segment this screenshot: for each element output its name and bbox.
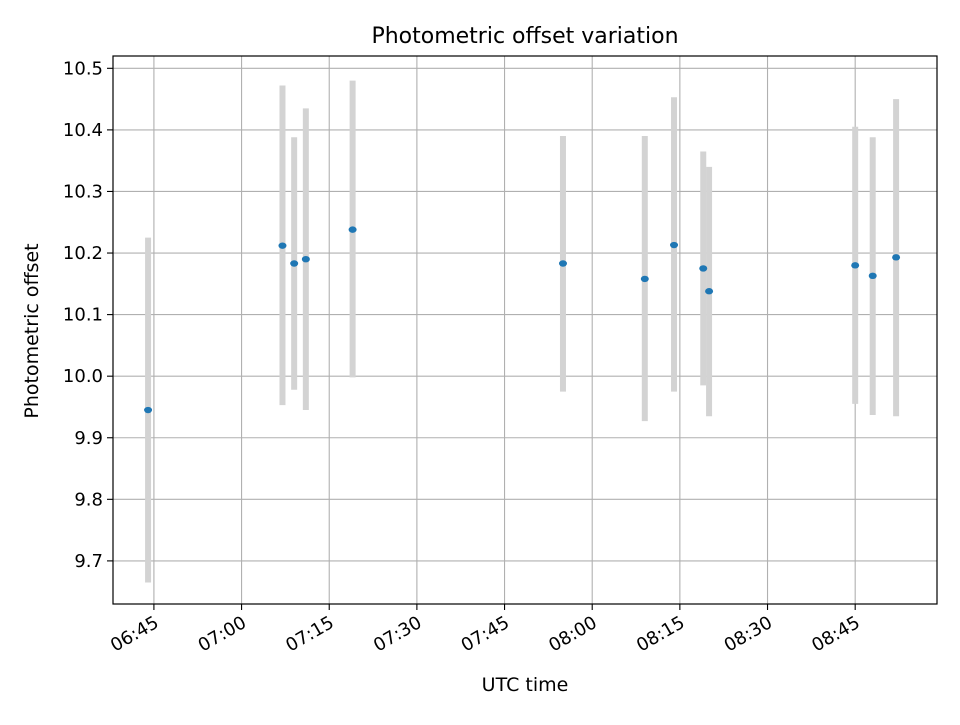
data-point xyxy=(705,288,714,295)
y-tick-label: 9.8 xyxy=(74,489,103,510)
grid xyxy=(113,56,937,604)
data-point xyxy=(670,241,679,249)
data-point xyxy=(278,242,287,249)
y-tick-label: 10.3 xyxy=(63,181,103,202)
y-tick-label: 9.9 xyxy=(74,428,103,449)
y-tick-label: 10.0 xyxy=(63,366,103,387)
data-points xyxy=(144,226,901,414)
data-point xyxy=(144,406,153,414)
data-point xyxy=(348,226,357,233)
data-point xyxy=(892,254,901,261)
data-point xyxy=(290,260,299,267)
data-point xyxy=(699,265,708,272)
data-point xyxy=(640,275,649,283)
y-tick-label: 9.7 xyxy=(74,551,103,572)
chart-title: Photometric offset variation xyxy=(371,24,678,49)
y-tick-label: 10.2 xyxy=(63,243,103,264)
data-point xyxy=(851,262,860,269)
data-point xyxy=(558,260,567,267)
y-tick-label: 10.4 xyxy=(63,120,103,141)
plot-frame xyxy=(112,55,938,605)
y-tick-label: 10.1 xyxy=(63,305,103,326)
data-point xyxy=(301,255,310,263)
x-axis-label: UTC time xyxy=(482,674,569,696)
y-axis: 9.7 9.8 9.9 10.0 10.1 10.2 10.3 10.4 10.5 xyxy=(63,58,113,572)
data-point xyxy=(868,272,877,280)
y-axis-label: Photometric offset xyxy=(21,243,43,418)
y-tick-label: 10.5 xyxy=(63,58,103,79)
